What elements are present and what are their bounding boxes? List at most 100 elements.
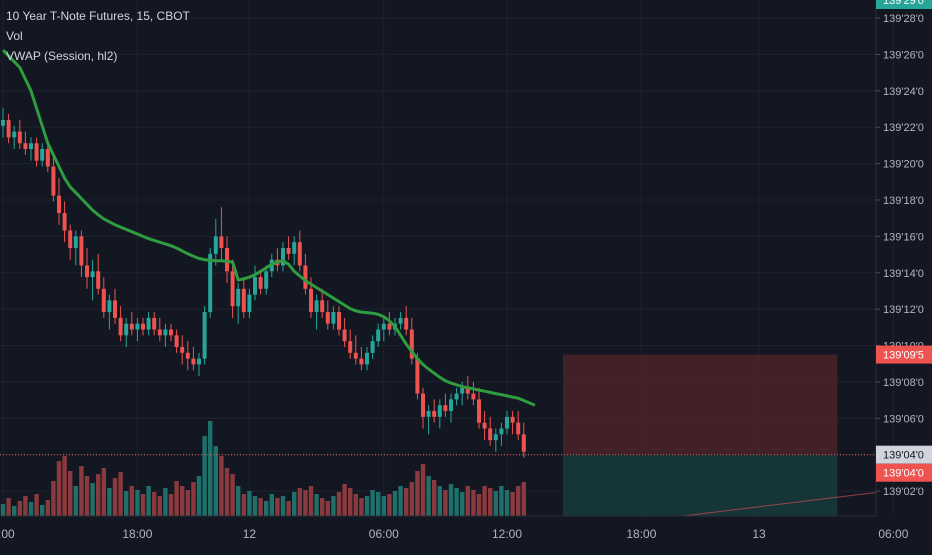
candle-body xyxy=(174,335,179,347)
volume-bar xyxy=(230,474,235,516)
candle-body xyxy=(241,288,246,313)
candle-body xyxy=(169,329,173,336)
candle-body xyxy=(443,405,448,412)
volume-bar xyxy=(219,456,224,516)
volume-bar xyxy=(499,486,504,516)
candle-body xyxy=(421,393,425,417)
volume-bar xyxy=(320,498,325,516)
volume-bar xyxy=(286,501,291,516)
volume-bar xyxy=(504,490,510,516)
candle-body xyxy=(124,323,129,336)
volume-bar xyxy=(521,482,526,516)
candle-body xyxy=(191,358,196,365)
volume-bar xyxy=(56,461,62,516)
candle-body xyxy=(381,323,386,330)
volume-bar xyxy=(465,486,470,516)
price-tag-current[interactable] xyxy=(876,445,932,464)
price-tick-label: 139'28'0 xyxy=(883,13,924,25)
price-tick-label: 139'08'0 xyxy=(883,377,924,389)
volume-bar xyxy=(51,481,56,516)
candle-body xyxy=(1,119,5,126)
volume-bar xyxy=(152,492,157,516)
candle-body xyxy=(213,236,218,254)
candle-body xyxy=(286,248,291,254)
price-axis[interactable]: 139'28'0 139'26'0 139'24'0 139'22'0 139'20'0… xyxy=(875,0,932,516)
volume-bar xyxy=(437,486,442,516)
price-tag-entry[interactable] xyxy=(876,463,932,482)
candle-body xyxy=(342,329,347,342)
vwap-line-group xyxy=(1,49,536,407)
volume-bar xyxy=(0,504,6,516)
volume-bar xyxy=(348,488,353,516)
candle-body xyxy=(281,248,285,266)
volume-bar xyxy=(493,491,498,516)
volume-bar xyxy=(241,494,246,516)
volume-bar xyxy=(40,505,45,516)
volume-bar xyxy=(409,482,414,516)
candle-body xyxy=(17,131,22,144)
volume-bar xyxy=(163,488,168,516)
candle-body xyxy=(62,213,67,231)
price-tag-top[interactable] xyxy=(876,0,932,9)
candle-body xyxy=(264,271,269,289)
legend-vol[interactable]: Vol xyxy=(6,29,23,43)
volume-bar xyxy=(482,486,487,516)
candle-body xyxy=(331,312,336,324)
candle-body xyxy=(292,242,297,254)
legend-title[interactable]: 10 Year T-Note Futures, 15, CBOT xyxy=(6,9,190,23)
take-profit-zone[interactable] xyxy=(563,454,838,516)
time-axis[interactable]: 2:00 18:00 12 06:00 12:00 18:00 13 06:00 xyxy=(0,515,909,541)
volume-bars xyxy=(0,421,526,516)
candle-body xyxy=(303,265,308,289)
price-tick-label: 139'20'0 xyxy=(883,159,924,171)
candle-body xyxy=(320,300,325,313)
volume-bar xyxy=(135,490,140,516)
price-tag-stop[interactable] xyxy=(876,345,932,364)
volume-bar xyxy=(488,488,493,516)
candle-body xyxy=(45,149,50,167)
candle-body xyxy=(365,352,369,365)
candle-body xyxy=(51,166,56,196)
candle-body xyxy=(353,352,358,359)
position-tool[interactable] xyxy=(563,354,838,516)
volume-bar xyxy=(101,468,106,516)
candle-body xyxy=(404,317,409,330)
candle-body xyxy=(23,143,28,150)
price-tick-label: 139'12'0 xyxy=(883,304,924,316)
candle-body xyxy=(29,143,33,150)
time-tick-label: 06:00 xyxy=(878,527,908,541)
candle-body xyxy=(477,399,481,423)
chart-legend: 10 Year T-Note Futures, 15, CBOT Vol VWA… xyxy=(6,6,190,66)
candle-body xyxy=(152,317,157,330)
price-lines xyxy=(0,454,877,517)
candle-body xyxy=(309,288,313,313)
price-tick-label: 139'02'0 xyxy=(883,486,924,498)
candle-body xyxy=(68,230,73,249)
volume-bar xyxy=(79,466,84,516)
candle-body xyxy=(297,242,302,266)
time-tick-label: 12:00 xyxy=(492,527,522,541)
candle-body xyxy=(197,358,201,365)
volume-bar xyxy=(62,456,67,516)
volume-bar xyxy=(460,492,465,516)
candle-body xyxy=(482,422,487,429)
legend-vwap[interactable]: VWAP (Session, hl2) xyxy=(6,49,118,63)
candle-body xyxy=(230,271,235,307)
volume-bar xyxy=(432,480,437,516)
volume-bar xyxy=(202,436,207,516)
volume-bar xyxy=(34,494,39,516)
volume-bar xyxy=(224,468,230,516)
candle-body xyxy=(73,236,78,249)
candle-body xyxy=(465,387,470,394)
candle-body xyxy=(348,341,353,353)
volume-bar xyxy=(185,490,190,516)
candle-body xyxy=(258,277,263,289)
stop-loss-zone[interactable] xyxy=(563,354,838,455)
price-tag-label-entry: 139'04'0 xyxy=(883,468,924,480)
volume-bar xyxy=(370,490,375,516)
volume-bar xyxy=(443,490,448,516)
volume-bar xyxy=(247,491,252,516)
volume-bar xyxy=(146,486,151,516)
